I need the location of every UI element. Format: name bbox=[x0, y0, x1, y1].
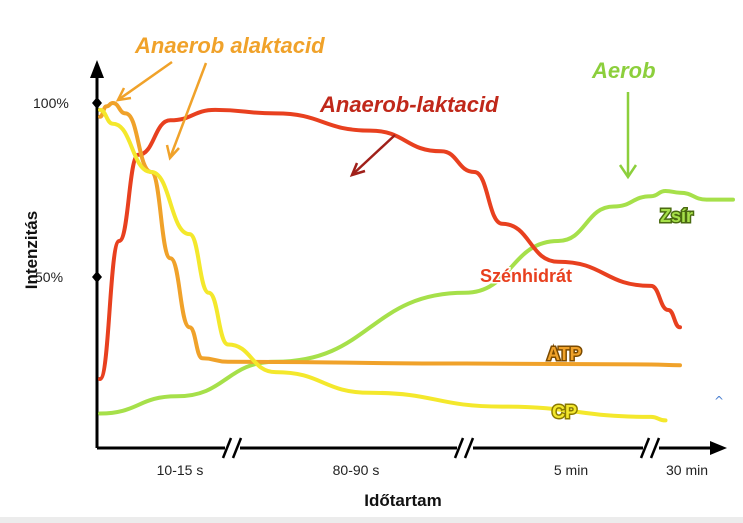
axes bbox=[90, 60, 727, 459]
y-axis-title: Intenzitás bbox=[22, 211, 41, 289]
x-axis-title: Időtartam bbox=[364, 491, 441, 510]
x-tick-label-30min: 30 min bbox=[666, 462, 708, 478]
axis-break-2 bbox=[453, 437, 475, 459]
series-label-szenhidrat: Szénhidrát bbox=[480, 266, 572, 286]
y-tick-label-50: 50% bbox=[35, 269, 63, 285]
annotation-aerob: Aerob bbox=[591, 58, 656, 83]
y-tick-marker-100 bbox=[92, 97, 102, 109]
arrow-laktacid bbox=[349, 134, 396, 177]
x-tick-label-10-15s: 10-15 s bbox=[157, 462, 204, 478]
x-tick-label-80-90s: 80-90 s bbox=[333, 462, 380, 478]
x-tick-label-5min: 5 min bbox=[554, 462, 588, 478]
series-line-cp bbox=[98, 107, 668, 423]
axis-break-1 bbox=[221, 437, 243, 459]
series-label-atp: ATP bbox=[547, 344, 582, 364]
annotation-anaerob-laktacid: Anaerob-laktacid bbox=[319, 92, 499, 117]
annotation-anaerob-alaktacid: Anaerob alaktacid bbox=[134, 33, 325, 58]
series-line-szenhidrat bbox=[98, 107, 682, 381]
bottom-bar bbox=[0, 517, 743, 523]
series-line-zsir bbox=[98, 189, 735, 416]
arrow-aerob bbox=[618, 92, 638, 180]
caret-up-icon: ^ bbox=[714, 394, 724, 408]
y-tick-label-100: 100% bbox=[33, 95, 69, 111]
series-label-zsir: Zsír bbox=[660, 206, 693, 226]
axis-break-3 bbox=[639, 437, 661, 459]
x-axis-arrow bbox=[710, 441, 727, 455]
y-axis-arrow bbox=[90, 60, 104, 78]
series-label-cp: CP bbox=[552, 402, 577, 422]
arrow-alaktacid-2 bbox=[165, 62, 208, 161]
series-line-atp bbox=[98, 101, 682, 368]
series-lines bbox=[98, 101, 735, 423]
y-tick-marker-50 bbox=[92, 271, 102, 283]
arrow-alaktacid-1 bbox=[115, 60, 173, 102]
